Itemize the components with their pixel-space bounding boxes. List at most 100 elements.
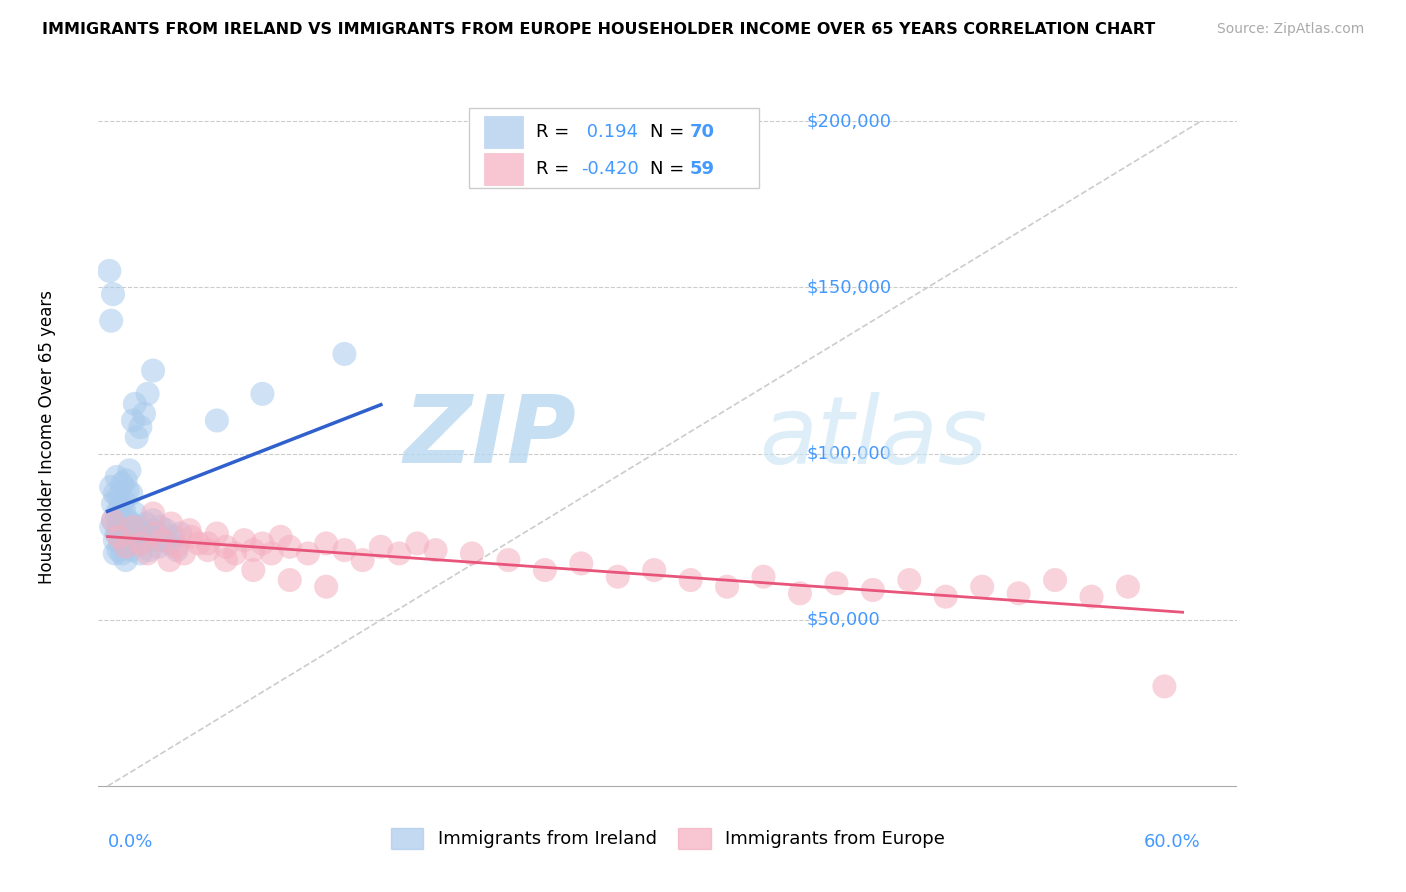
Point bbox=[101, 513, 124, 527]
Text: $200,000: $200,000 bbox=[807, 112, 891, 130]
Point bbox=[105, 470, 128, 484]
Point bbox=[112, 493, 135, 508]
Point bbox=[333, 347, 356, 361]
Point bbox=[105, 526, 128, 541]
Point bbox=[260, 546, 283, 560]
Point bbox=[173, 546, 195, 560]
Legend: Immigrants from Ireland, Immigrants from Europe: Immigrants from Ireland, Immigrants from… bbox=[384, 821, 952, 856]
Point bbox=[315, 580, 337, 594]
Point bbox=[1043, 573, 1066, 587]
Point bbox=[461, 546, 484, 560]
Text: N =: N = bbox=[650, 160, 689, 178]
Point bbox=[110, 536, 132, 550]
Point bbox=[1153, 680, 1175, 694]
Point bbox=[215, 553, 238, 567]
Point bbox=[135, 516, 157, 531]
Point bbox=[1080, 590, 1102, 604]
Point bbox=[100, 520, 122, 534]
Point bbox=[111, 546, 134, 560]
Point bbox=[111, 476, 134, 491]
Point bbox=[125, 533, 148, 548]
Point bbox=[101, 497, 124, 511]
Point bbox=[111, 530, 134, 544]
Point bbox=[129, 420, 152, 434]
Text: Householder Income Over 65 years: Householder Income Over 65 years bbox=[38, 290, 56, 584]
Point bbox=[252, 387, 274, 401]
Point bbox=[101, 287, 124, 301]
Point bbox=[118, 536, 141, 550]
Point bbox=[124, 397, 146, 411]
Point bbox=[406, 536, 429, 550]
FancyBboxPatch shape bbox=[485, 116, 523, 148]
Point bbox=[215, 540, 238, 554]
Point bbox=[141, 523, 163, 537]
Point bbox=[179, 523, 201, 537]
Point bbox=[825, 576, 848, 591]
Point bbox=[197, 543, 219, 558]
Point bbox=[233, 533, 256, 548]
Point bbox=[752, 570, 775, 584]
Point bbox=[100, 480, 122, 494]
Point bbox=[169, 526, 191, 541]
Point bbox=[162, 530, 184, 544]
Point bbox=[110, 516, 132, 531]
Point bbox=[132, 536, 155, 550]
Point bbox=[1007, 586, 1029, 600]
Point bbox=[187, 536, 209, 550]
Point bbox=[131, 526, 153, 541]
Point bbox=[142, 513, 165, 527]
Point bbox=[107, 520, 129, 534]
Point bbox=[242, 543, 264, 558]
Text: $100,000: $100,000 bbox=[807, 445, 891, 463]
Point bbox=[197, 536, 219, 550]
Point bbox=[107, 543, 129, 558]
Point bbox=[679, 573, 702, 587]
Point bbox=[114, 473, 136, 487]
Text: R =: R = bbox=[536, 123, 575, 141]
Point bbox=[278, 573, 301, 587]
Point bbox=[120, 543, 142, 558]
Point bbox=[114, 553, 136, 567]
Point bbox=[150, 533, 173, 548]
Text: 60.0%: 60.0% bbox=[1144, 833, 1201, 851]
Point bbox=[110, 500, 132, 514]
Text: IMMIGRANTS FROM IRELAND VS IMMIGRANTS FROM EUROPE HOUSEHOLDER INCOME OVER 65 YEA: IMMIGRANTS FROM IRELAND VS IMMIGRANTS FR… bbox=[42, 22, 1156, 37]
Point bbox=[112, 503, 135, 517]
Point bbox=[166, 543, 188, 558]
Point bbox=[128, 520, 150, 534]
Point bbox=[278, 540, 301, 554]
Point bbox=[98, 264, 121, 278]
Point bbox=[898, 573, 921, 587]
Point bbox=[114, 540, 136, 554]
Point bbox=[124, 507, 146, 521]
Text: 0.194: 0.194 bbox=[581, 123, 638, 141]
Point bbox=[534, 563, 557, 577]
Point bbox=[935, 590, 957, 604]
Point bbox=[149, 520, 172, 534]
Point bbox=[104, 546, 127, 560]
Point bbox=[159, 553, 181, 567]
Point bbox=[643, 563, 665, 577]
Text: 70: 70 bbox=[689, 123, 714, 141]
Point bbox=[270, 530, 292, 544]
Point bbox=[107, 530, 129, 544]
Text: 0.0%: 0.0% bbox=[107, 833, 153, 851]
Point bbox=[120, 516, 142, 531]
Point bbox=[148, 540, 170, 554]
Point bbox=[117, 483, 139, 498]
Point bbox=[142, 363, 165, 377]
Point bbox=[129, 536, 152, 550]
Point bbox=[142, 507, 165, 521]
Point bbox=[129, 546, 152, 560]
Text: ZIP: ZIP bbox=[404, 391, 576, 483]
Point bbox=[155, 523, 177, 537]
Point bbox=[205, 526, 228, 541]
Point bbox=[107, 490, 129, 504]
Point bbox=[118, 526, 141, 541]
Point bbox=[370, 540, 392, 554]
Point bbox=[136, 530, 159, 544]
Point bbox=[122, 413, 145, 427]
Point bbox=[166, 540, 188, 554]
Point bbox=[100, 314, 122, 328]
Point bbox=[972, 580, 994, 594]
